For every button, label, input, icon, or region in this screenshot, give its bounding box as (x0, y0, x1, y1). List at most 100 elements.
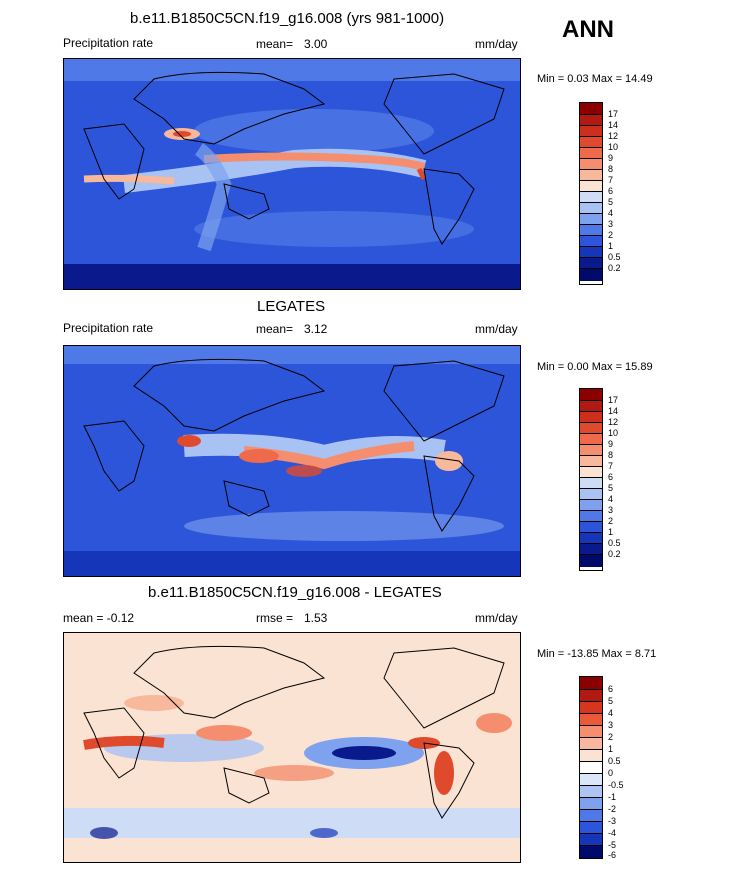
colorbar-swatch (580, 456, 602, 467)
panel2-units: mm/day (475, 322, 518, 336)
colorbar-swatch (580, 389, 602, 401)
panel3-rmse-label: rmse = (256, 611, 294, 625)
colorbar-swatch (580, 522, 602, 533)
colorbar-tick-label: 1 (608, 241, 614, 251)
colorbar-swatch (580, 690, 602, 702)
colorbar-swatch (580, 774, 602, 786)
colorbar-tick-label: 9 (608, 153, 614, 163)
colorbar-tick-label: -2 (608, 804, 617, 814)
panel2-mean-label: mean= (256, 322, 294, 336)
colorbar-swatch (580, 159, 602, 170)
colorbar-tick-label: 3 (608, 720, 614, 730)
colorbar-swatch (580, 533, 602, 544)
colorbar-tick-label: 0.5 (608, 756, 621, 766)
colorbar-tick-label: -1 (608, 792, 617, 802)
colorbar-tick-label: 8 (608, 164, 614, 174)
colorbar-swatch (580, 544, 602, 555)
colorbar-tick-label: -4 (608, 828, 617, 838)
colorbar-tick-label: 4 (608, 494, 614, 504)
colorbar-tick-label: 4 (608, 208, 614, 218)
colorbar-tick-label: 7 (608, 461, 614, 471)
colorbar-tick-label: 1 (608, 527, 614, 537)
colorbar-tick-label: 2 (608, 732, 614, 742)
colorbar-swatch (580, 500, 602, 511)
panel1-minmax: Min = 0.03 Max = 14.49 (537, 73, 653, 85)
colorbar-swatch (580, 170, 602, 181)
colorbar-swatch (580, 445, 602, 456)
colorbar-swatch (580, 555, 602, 567)
panel3-colorbar (579, 676, 603, 859)
colorbar-tick-label: 5 (608, 696, 614, 706)
colorbar-tick-label: 2 (608, 516, 614, 526)
panel1-variable-label: Precipitation rate (63, 36, 154, 50)
panel3-map (63, 632, 521, 863)
colorbar-swatch (580, 269, 602, 281)
colorbar-swatch (580, 148, 602, 159)
panel2-title: LEGATES (257, 298, 326, 315)
colorbar-swatch (580, 181, 602, 192)
colorbar-tick-label: 6 (608, 472, 614, 482)
colorbar-swatch (580, 714, 602, 726)
panel3-rmse-value: 1.53 (304, 611, 328, 625)
colorbar-swatch (580, 192, 602, 203)
panel2-variable-label: Precipitation rate (63, 321, 154, 335)
colorbar-swatch (580, 434, 602, 445)
colorbar-tick-label: 9 (608, 439, 614, 449)
colorbar-swatch (580, 203, 602, 214)
colorbar-swatch (580, 137, 602, 148)
colorbar-swatch (580, 798, 602, 810)
panel1-title: b.e11.B1850C5CN.f19_g16.008 (yrs 981-100… (130, 10, 445, 27)
colorbar-tick-label: 7 (608, 175, 614, 185)
panel2-minmax: Min = 0.00 Max = 15.89 (537, 361, 653, 373)
panel3-units: mm/day (475, 611, 518, 625)
colorbar-tick-label: 12 (608, 417, 619, 427)
colorbar-swatch (580, 478, 602, 489)
colorbar-tick-label: 0.5 (608, 252, 621, 262)
colorbar-tick-label: 6 (608, 186, 614, 196)
colorbar-tick-label: 5 (608, 197, 614, 207)
colorbar-tick-label: 3 (608, 219, 614, 229)
colorbar-tick-label: -5 (608, 840, 617, 850)
colorbar-swatch (580, 115, 602, 126)
panel1-map (63, 58, 521, 290)
season-label: ANN (562, 16, 614, 43)
colorbar-tick-label: 17 (608, 395, 619, 405)
colorbar-tick-label: -6 (608, 850, 617, 860)
colorbar-swatch (580, 423, 602, 434)
colorbar-swatch (580, 412, 602, 423)
colorbar-tick-label: 0.5 (608, 538, 621, 548)
colorbar-tick-label: 0.2 (608, 263, 621, 273)
colorbar-swatch (580, 786, 602, 798)
colorbar-swatch (580, 702, 602, 714)
colorbar-swatch (580, 236, 602, 247)
colorbar-tick-label: 2 (608, 230, 614, 240)
colorbar-swatch (580, 103, 602, 115)
colorbar-swatch (580, 846, 602, 858)
colorbar-tick-label: 10 (608, 142, 619, 152)
panel1-units: mm/day (475, 37, 518, 51)
panel3-minmax: Min = -13.85 Max = 8.71 (537, 648, 657, 660)
colorbar-tick-label: 12 (608, 131, 619, 141)
colorbar-swatch (580, 738, 602, 750)
panel2-map (63, 345, 521, 577)
panel2-colorbar (579, 388, 603, 571)
panel1-mean-label: mean= (256, 37, 294, 51)
panel2-mean-value: 3.12 (304, 322, 328, 336)
colorbar-tick-label: 4 (608, 708, 614, 718)
colorbar-swatch (580, 822, 602, 834)
colorbar-swatch (580, 750, 602, 762)
colorbar-tick-label: 14 (608, 120, 619, 130)
colorbar-tick-label: 3 (608, 505, 614, 515)
colorbar-tick-label: 6 (608, 684, 614, 694)
colorbar-tick-label: 8 (608, 450, 614, 460)
colorbar-tick-label: 14 (608, 406, 619, 416)
colorbar-swatch (580, 258, 602, 269)
colorbar-swatch (580, 677, 602, 690)
panel3-title: b.e11.B1850C5CN.f19_g16.008 - LEGATES (148, 584, 442, 601)
colorbar-swatch (580, 726, 602, 738)
colorbar-tick-label: -3 (608, 816, 617, 826)
colorbar-tick-label: -0.5 (608, 780, 624, 790)
colorbar-tick-label: 1 (608, 744, 614, 754)
colorbar-tick-label: 0 (608, 768, 614, 778)
panel3-mean-text: mean = -0.12 (63, 611, 135, 625)
